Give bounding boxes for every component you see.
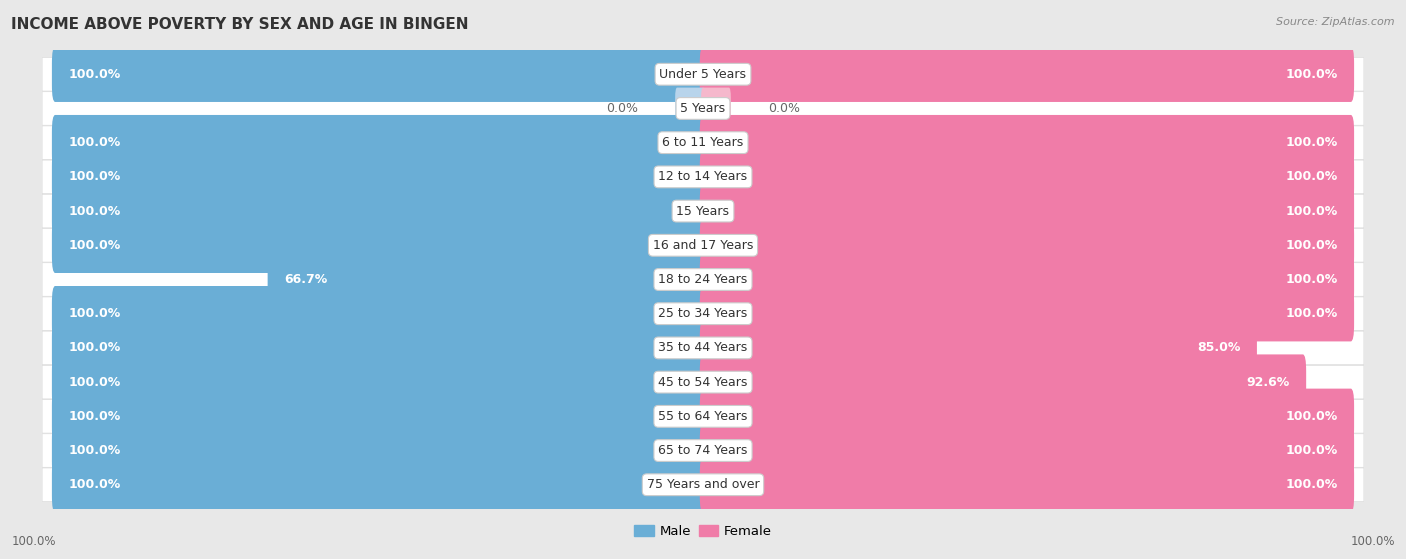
Text: 100.0%: 100.0% — [1285, 205, 1339, 217]
Text: 55 to 64 Years: 55 to 64 Years — [658, 410, 748, 423]
FancyBboxPatch shape — [700, 423, 1354, 479]
FancyBboxPatch shape — [700, 354, 1306, 410]
FancyBboxPatch shape — [52, 389, 706, 444]
FancyBboxPatch shape — [42, 263, 1364, 296]
Text: 100.0%: 100.0% — [67, 479, 121, 491]
Text: 6 to 11 Years: 6 to 11 Years — [662, 136, 744, 149]
FancyBboxPatch shape — [52, 320, 706, 376]
Text: 100.0%: 100.0% — [1285, 307, 1339, 320]
Text: 100.0%: 100.0% — [1285, 68, 1339, 80]
Text: 18 to 24 Years: 18 to 24 Years — [658, 273, 748, 286]
FancyBboxPatch shape — [42, 297, 1364, 330]
FancyBboxPatch shape — [700, 149, 1354, 205]
FancyBboxPatch shape — [675, 88, 704, 129]
Text: 100.0%: 100.0% — [67, 136, 121, 149]
FancyBboxPatch shape — [52, 217, 706, 273]
FancyBboxPatch shape — [42, 468, 1364, 501]
Text: 100.0%: 100.0% — [1285, 170, 1339, 183]
FancyBboxPatch shape — [42, 58, 1364, 91]
Text: 100.0%: 100.0% — [67, 170, 121, 183]
FancyBboxPatch shape — [700, 183, 1354, 239]
Text: 100.0%: 100.0% — [11, 535, 56, 548]
FancyBboxPatch shape — [42, 400, 1364, 433]
Text: 45 to 54 Years: 45 to 54 Years — [658, 376, 748, 389]
Text: 85.0%: 85.0% — [1198, 342, 1240, 354]
Text: 5 Years: 5 Years — [681, 102, 725, 115]
FancyBboxPatch shape — [52, 423, 706, 479]
Text: 100.0%: 100.0% — [67, 410, 121, 423]
Text: Source: ZipAtlas.com: Source: ZipAtlas.com — [1277, 17, 1395, 27]
FancyBboxPatch shape — [52, 286, 706, 342]
Text: 100.0%: 100.0% — [67, 307, 121, 320]
FancyBboxPatch shape — [700, 217, 1354, 273]
Text: 15 Years: 15 Years — [676, 205, 730, 217]
Text: 100.0%: 100.0% — [67, 205, 121, 217]
FancyBboxPatch shape — [700, 252, 1354, 307]
FancyBboxPatch shape — [700, 286, 1354, 342]
Text: 100.0%: 100.0% — [67, 68, 121, 80]
Text: 100.0%: 100.0% — [1285, 273, 1339, 286]
Text: 65 to 74 Years: 65 to 74 Years — [658, 444, 748, 457]
FancyBboxPatch shape — [52, 46, 706, 102]
Text: 92.6%: 92.6% — [1247, 376, 1289, 389]
Text: 25 to 34 Years: 25 to 34 Years — [658, 307, 748, 320]
Legend: Male, Female: Male, Female — [628, 519, 778, 543]
Text: 0.0%: 0.0% — [768, 102, 800, 115]
FancyBboxPatch shape — [702, 88, 731, 129]
FancyBboxPatch shape — [42, 434, 1364, 467]
Text: 100.0%: 100.0% — [1285, 479, 1339, 491]
Text: 100.0%: 100.0% — [1285, 239, 1339, 252]
FancyBboxPatch shape — [52, 149, 706, 205]
FancyBboxPatch shape — [42, 229, 1364, 262]
FancyBboxPatch shape — [52, 457, 706, 513]
FancyBboxPatch shape — [42, 160, 1364, 193]
FancyBboxPatch shape — [42, 195, 1364, 228]
Text: Under 5 Years: Under 5 Years — [659, 68, 747, 80]
Text: 100.0%: 100.0% — [67, 376, 121, 389]
FancyBboxPatch shape — [52, 115, 706, 170]
Text: 66.7%: 66.7% — [284, 273, 328, 286]
Text: 100.0%: 100.0% — [67, 239, 121, 252]
FancyBboxPatch shape — [700, 457, 1354, 513]
Text: 0.0%: 0.0% — [606, 102, 638, 115]
Text: 12 to 14 Years: 12 to 14 Years — [658, 170, 748, 183]
FancyBboxPatch shape — [42, 126, 1364, 159]
FancyBboxPatch shape — [42, 92, 1364, 125]
FancyBboxPatch shape — [52, 354, 706, 410]
Text: 100.0%: 100.0% — [67, 444, 121, 457]
FancyBboxPatch shape — [52, 183, 706, 239]
Text: 100.0%: 100.0% — [67, 342, 121, 354]
FancyBboxPatch shape — [700, 389, 1354, 444]
FancyBboxPatch shape — [267, 252, 706, 307]
Text: 100.0%: 100.0% — [1285, 136, 1339, 149]
Text: 35 to 44 Years: 35 to 44 Years — [658, 342, 748, 354]
Text: INCOME ABOVE POVERTY BY SEX AND AGE IN BINGEN: INCOME ABOVE POVERTY BY SEX AND AGE IN B… — [11, 17, 468, 32]
Text: 100.0%: 100.0% — [1285, 410, 1339, 423]
Text: 100.0%: 100.0% — [1285, 444, 1339, 457]
FancyBboxPatch shape — [700, 320, 1257, 376]
FancyBboxPatch shape — [42, 366, 1364, 399]
Text: 16 and 17 Years: 16 and 17 Years — [652, 239, 754, 252]
FancyBboxPatch shape — [42, 331, 1364, 364]
FancyBboxPatch shape — [700, 46, 1354, 102]
FancyBboxPatch shape — [700, 115, 1354, 170]
Text: 100.0%: 100.0% — [1350, 535, 1395, 548]
Text: 75 Years and over: 75 Years and over — [647, 479, 759, 491]
